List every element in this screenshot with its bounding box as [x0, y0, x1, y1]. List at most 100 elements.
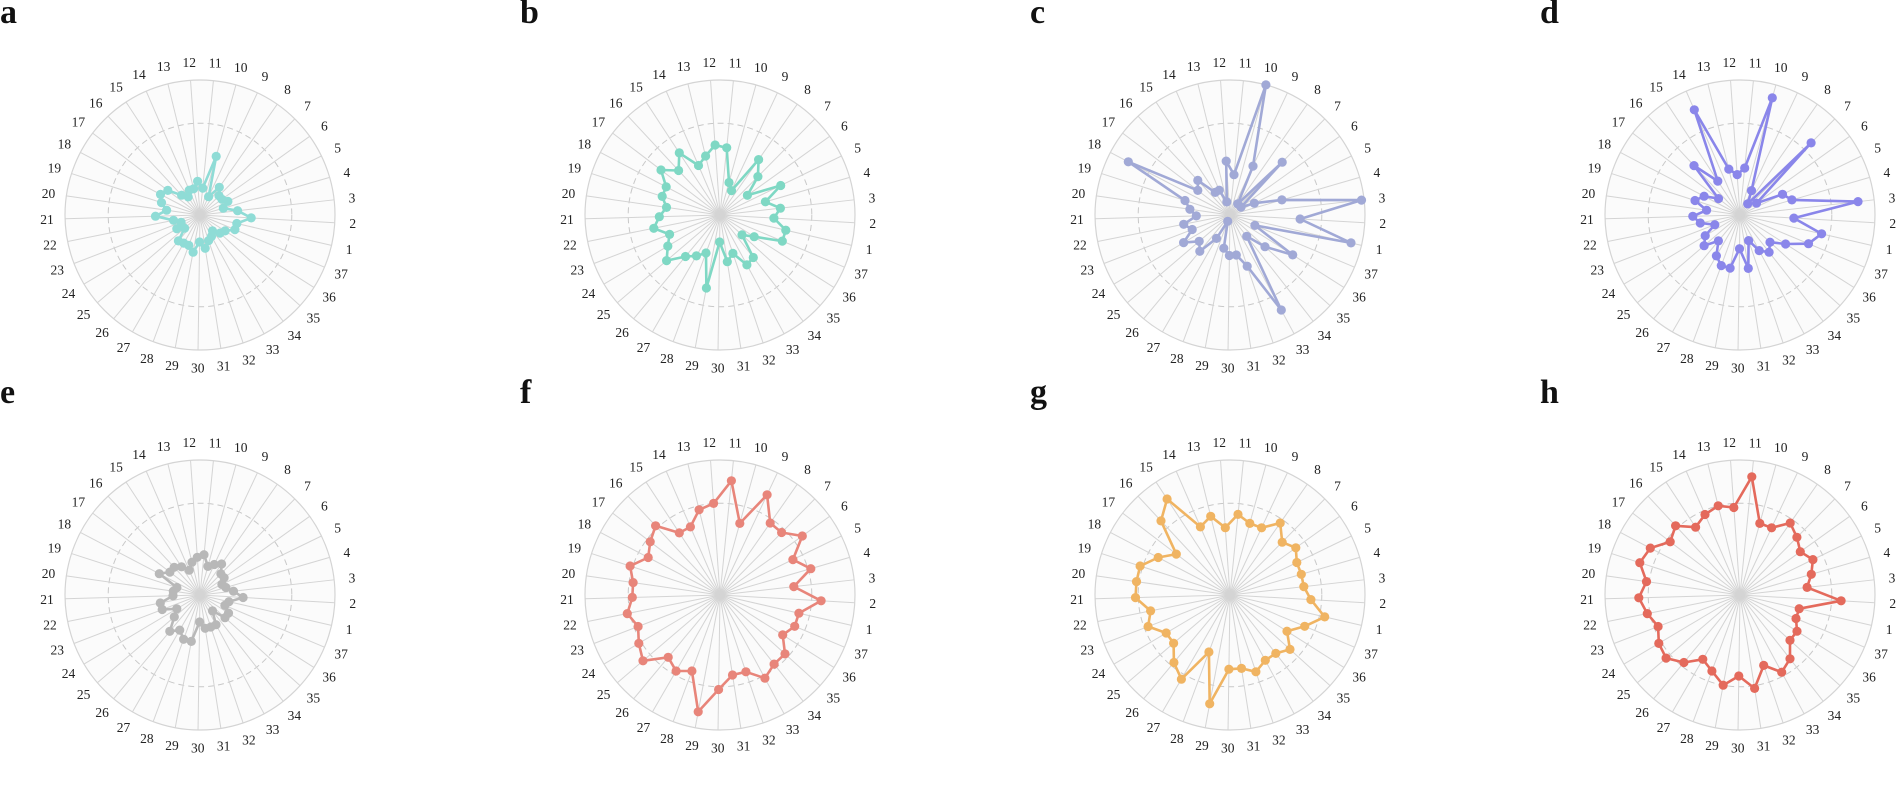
radar-panel-a: 1234567891011121314151617181920212223242… — [0, 0, 356, 375]
data-point-h-10 — [1755, 518, 1765, 529]
data-point-a-24 — [172, 224, 182, 234]
spoke-label: 23 — [50, 642, 64, 657]
spoke-label: 13 — [677, 439, 691, 454]
data-point-a-34 — [207, 226, 218, 236]
spoke-label: 22 — [43, 238, 57, 253]
panel-label-h: h — [1540, 374, 1559, 411]
spoke-29 — [1714, 594, 1741, 728]
data-point-g-37 — [1300, 621, 1310, 631]
spoke-label: 13 — [1187, 59, 1201, 74]
spoke-35 — [719, 214, 821, 307]
data-point-b-6 — [742, 190, 753, 200]
spoke-label: 36 — [842, 670, 856, 685]
spoke-label: 31 — [217, 359, 231, 374]
spoke-label: 5 — [334, 141, 341, 156]
spoke-label: 13 — [1187, 439, 1201, 454]
data-point-b-33 — [742, 260, 752, 270]
spoke-label: 10 — [754, 440, 768, 455]
spoke-label: 24 — [1092, 666, 1106, 681]
spoke-label: 35 — [1337, 310, 1351, 325]
spoke-label: 36 — [322, 670, 336, 685]
spoke-37 — [1229, 594, 1355, 648]
spoke-13 — [687, 83, 721, 216]
spoke-label: 28 — [140, 731, 154, 746]
spoke-label: 1 — [346, 242, 353, 257]
spoke-33 — [1739, 594, 1805, 715]
data-point-d-5 — [1777, 189, 1788, 199]
spoke-35 — [1229, 594, 1331, 687]
spoke-label: 12 — [1213, 435, 1227, 450]
spoke-label: 29 — [1705, 358, 1719, 373]
spoke-label: 36 — [322, 290, 336, 305]
spoke-label: 5 — [1874, 521, 1881, 536]
spoke-label: 33 — [1806, 722, 1820, 737]
spoke-label: 21 — [1580, 592, 1594, 607]
spoke-4 — [719, 176, 850, 216]
spoke-label: 24 — [1092, 286, 1106, 301]
spoke-label: 20 — [1582, 186, 1596, 201]
data-point-h-33 — [1777, 667, 1787, 677]
data-point-h-5 — [1808, 555, 1818, 565]
spoke-label: 18 — [58, 517, 72, 532]
spoke-26 — [1653, 594, 1741, 700]
spoke-label: 31 — [737, 359, 751, 374]
spoke-label: 17 — [592, 495, 606, 510]
spoke-label: 24 — [1602, 286, 1616, 301]
spoke-22 — [1607, 214, 1741, 242]
spoke-label: 12 — [703, 55, 717, 70]
spoke-28 — [672, 214, 721, 342]
radar-panel-e: 1234567891011121314151617181920212223242… — [0, 374, 356, 755]
spoke-33 — [719, 214, 785, 335]
data-point-d-36 — [1781, 239, 1791, 249]
spoke-label: 23 — [1080, 642, 1094, 657]
spoke-label: 29 — [685, 738, 699, 753]
spoke-label: 9 — [1292, 449, 1299, 464]
panel-dashed-ring — [1647, 502, 1833, 688]
data-point-g-26 — [1169, 657, 1179, 668]
panel-label-a: a — [0, 0, 17, 31]
spoke-label: 35 — [1847, 690, 1861, 705]
data-point-d-34 — [1764, 247, 1774, 257]
data-point-f-2 — [816, 596, 826, 606]
data-point-f-36 — [778, 630, 788, 640]
spoke-17 — [1122, 132, 1231, 216]
panel-label-d: d — [1540, 0, 1559, 31]
spoke-label: 28 — [140, 351, 154, 366]
spoke-25 — [1127, 594, 1231, 684]
data-point-b-24 — [663, 241, 673, 251]
spoke-label: 27 — [117, 720, 131, 735]
data-point-d-9 — [1746, 186, 1757, 196]
spoke-label: 11 — [1749, 435, 1762, 450]
spoke-label: 10 — [1774, 60, 1788, 75]
spoke-label: 13 — [677, 59, 691, 74]
spoke-label: 26 — [615, 705, 629, 720]
data-point-f-32 — [741, 667, 751, 677]
data-point-e-17 — [165, 567, 175, 577]
spoke-label: 36 — [1352, 670, 1366, 685]
spoke-label: 22 — [1583, 618, 1597, 633]
spoke-label: 26 — [95, 325, 109, 340]
spoke-label: 37 — [1874, 267, 1888, 282]
spoke-3 — [719, 199, 855, 216]
spoke-7 — [1739, 498, 1836, 596]
spoke-label: 24 — [62, 666, 76, 681]
spoke-label: 18 — [578, 137, 592, 152]
panel-label-c: c — [1030, 0, 1045, 31]
spoke-label: 37 — [854, 647, 868, 662]
spoke-label: 9 — [1802, 449, 1809, 464]
data-point-g-19 — [1135, 561, 1145, 571]
data-point-f-34 — [769, 659, 779, 669]
panel-dashed-ring — [1137, 122, 1323, 308]
data-point-e-30 — [195, 617, 205, 627]
spoke-18 — [1110, 532, 1231, 596]
spoke-6 — [719, 515, 830, 596]
spoke-label: 26 — [1125, 705, 1139, 720]
spoke-30 — [717, 594, 721, 730]
spoke-label: 22 — [1073, 618, 1087, 633]
data-point-a-36 — [220, 226, 230, 236]
spoke-label: 9 — [782, 69, 789, 84]
data-point-b-13 — [701, 151, 711, 161]
spoke-label: 30 — [191, 740, 205, 755]
spoke-label: 34 — [1318, 328, 1332, 343]
data-point-b-1 — [781, 225, 791, 235]
